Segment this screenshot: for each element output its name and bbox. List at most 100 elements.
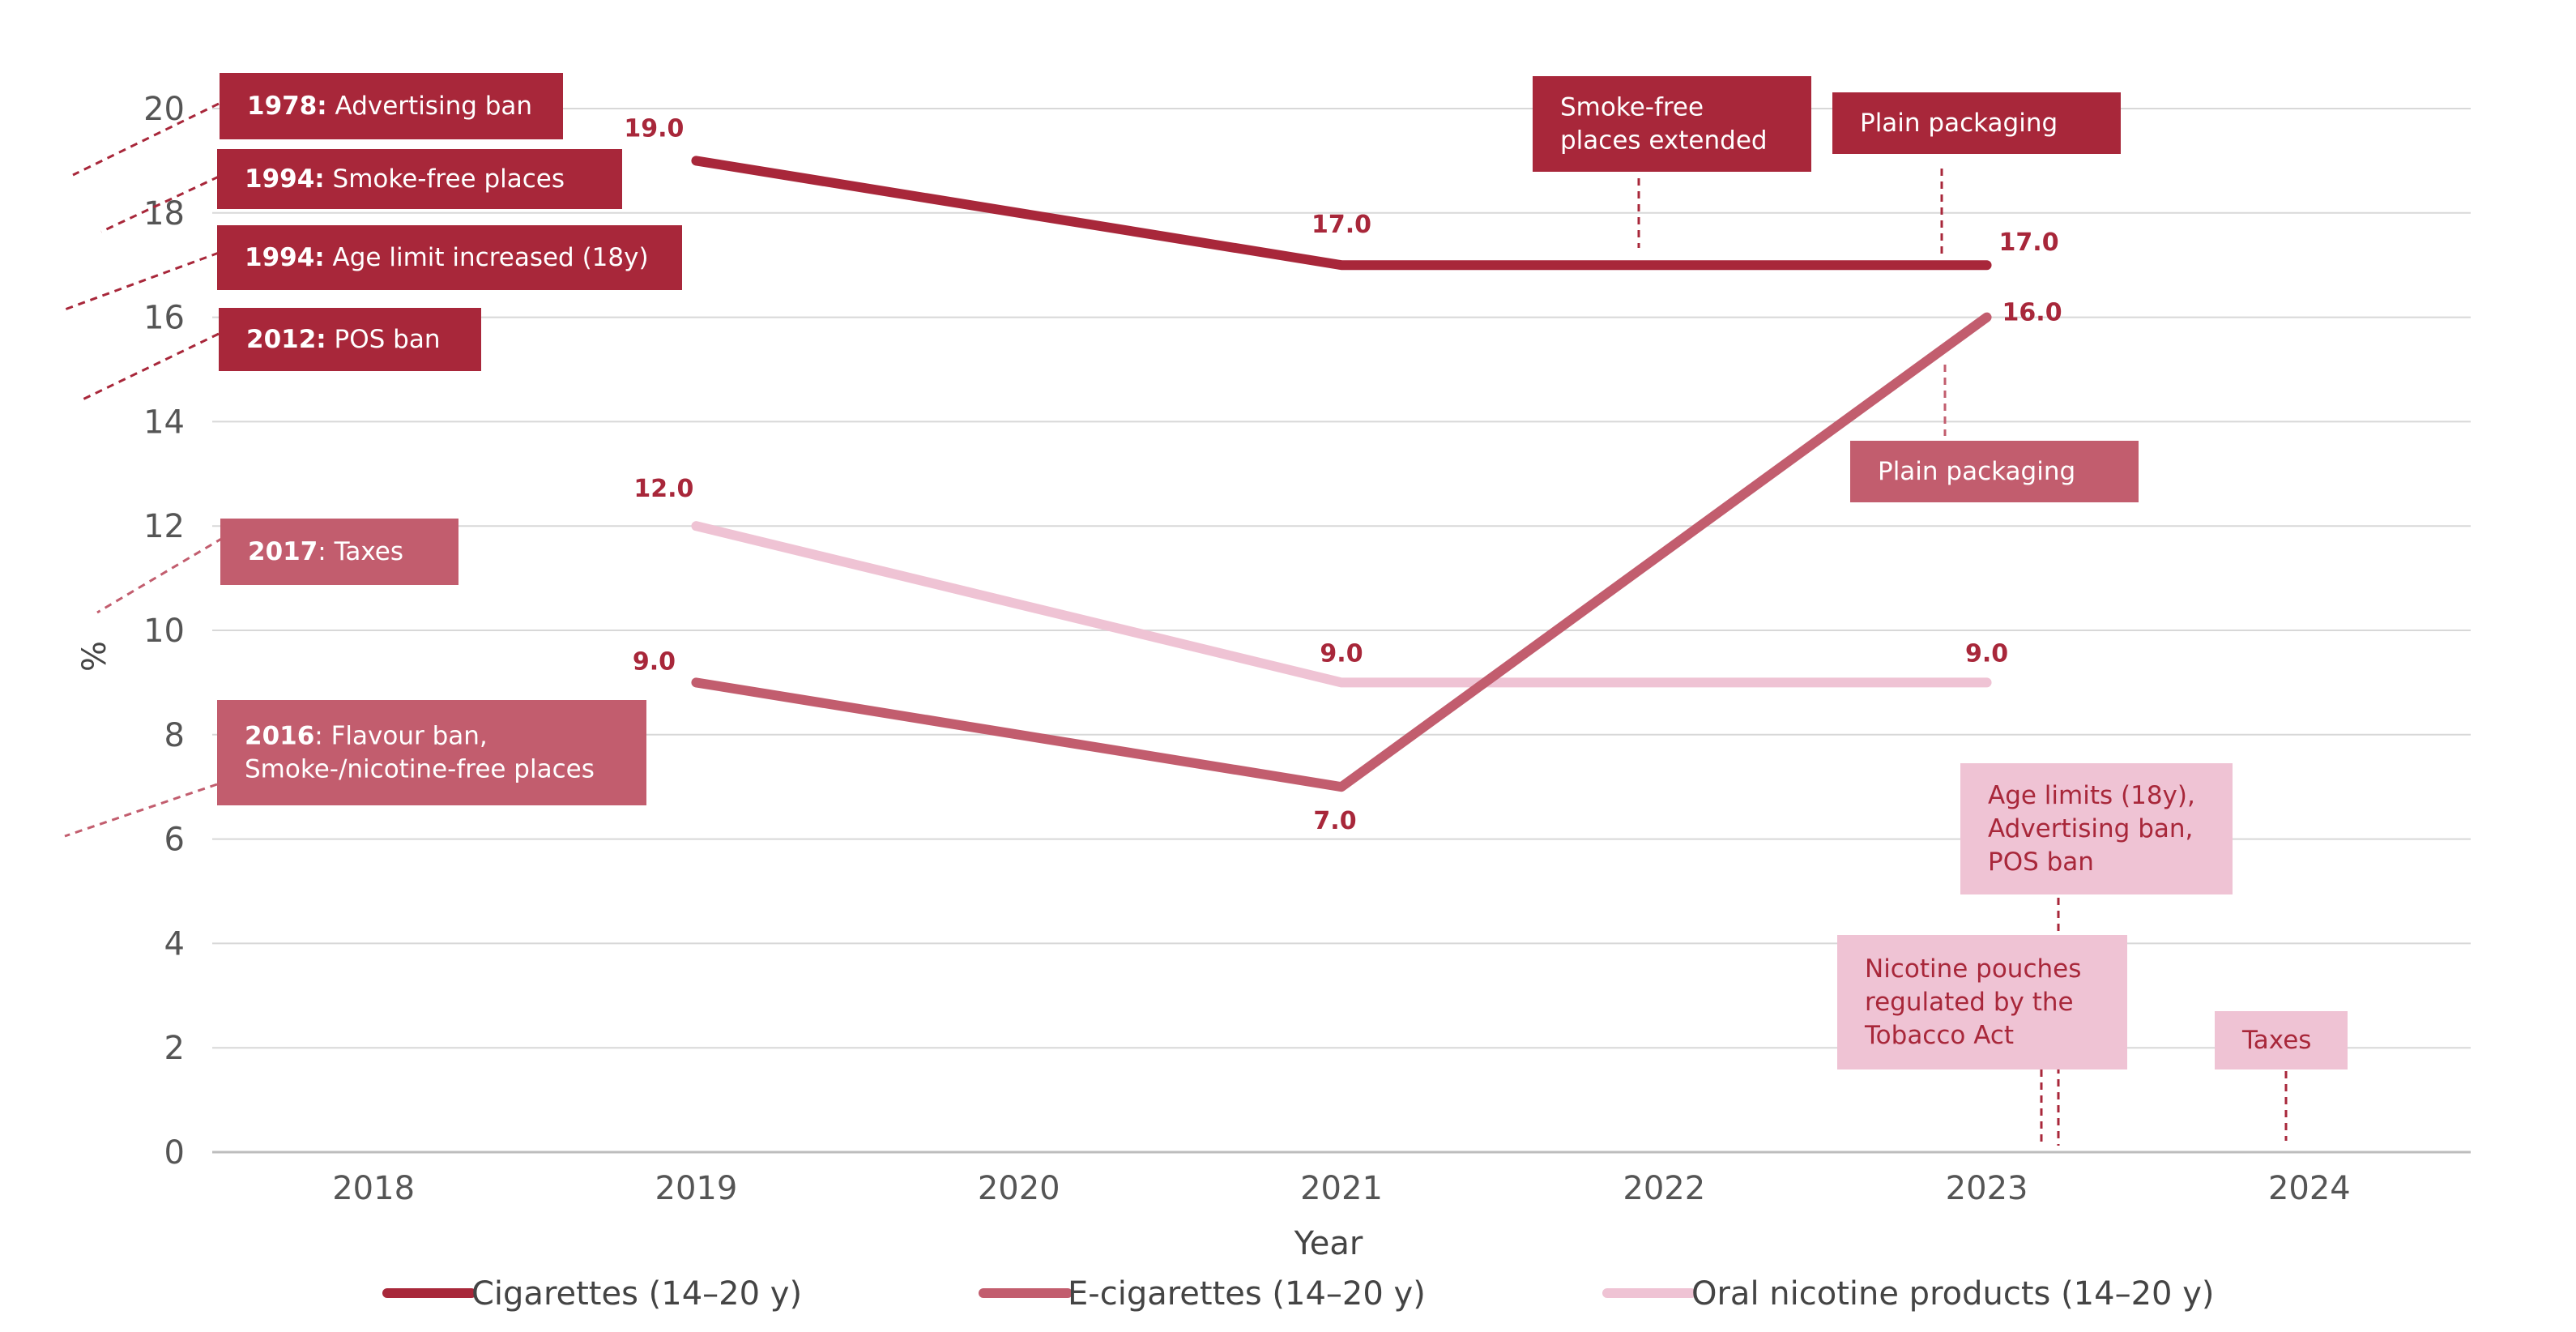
- annotation-text: 2017: Taxes: [248, 537, 403, 566]
- y-tick-label: 10: [143, 613, 185, 650]
- y-tick-label: 14: [143, 403, 185, 441]
- annotation-year: 2017: [248, 537, 318, 566]
- annotation-box: [1837, 935, 2127, 1069]
- annotation-text: Advertising ban,: [1988, 814, 2193, 843]
- annotation-text: Tobacco Act: [1864, 1021, 2014, 1050]
- annotation-leader: [100, 175, 220, 233]
- data-label: 16.0: [2002, 299, 2062, 327]
- annotation-year: 1994:: [245, 243, 325, 272]
- annotation-year: 2012:: [246, 325, 326, 354]
- annotation-plain-packaging-ecig: Plain packaging: [1850, 441, 2139, 502]
- x-tick-label: 2019: [655, 1170, 738, 1207]
- annotation-leader: [64, 783, 218, 838]
- annotation-smoke-free-extended: Smoke-free places extended: [1533, 76, 1811, 172]
- y-tick-label: 2: [164, 1030, 185, 1067]
- annotation-box: [2215, 1011, 2348, 1069]
- cigarettes-line: [691, 156, 1992, 271]
- annotation-measure: Smoke-free places: [325, 164, 565, 194]
- x-tick-label: 2024: [2268, 1170, 2351, 1207]
- annotation-2012-pos-ban: 2012: POS ban: [219, 308, 481, 371]
- y-ticks: 0 2 4 6 8 10 12 14 16 18 20: [143, 91, 185, 1172]
- annotation-box: [219, 308, 481, 371]
- annotation-text: 1978: Advertising ban: [247, 92, 532, 121]
- annotation-leader: [72, 102, 220, 177]
- annotation-plain-packaging-cig: Plain packaging: [1832, 92, 2121, 154]
- y-tick-label: 20: [143, 91, 185, 128]
- annotation-leader: [96, 536, 224, 614]
- annotation-1978-advertising-ban: 1978: Advertising ban: [220, 73, 563, 139]
- data-label: 9.0: [633, 647, 676, 676]
- annotation-text: POS ban: [1988, 847, 2094, 877]
- annotation-year: 1978:: [247, 92, 327, 121]
- legend-e-cigarettes: E-cigarettes (14–20 y): [979, 1275, 1426, 1313]
- annotation-text: Plain packaging: [1860, 109, 2058, 138]
- e-cigarettes-line: [691, 312, 1992, 792]
- annotation-year: 1994:: [245, 164, 325, 194]
- annotation-text: Taxes: [2241, 1026, 2311, 1055]
- annotation-2016-flavour-ban: 2016: Flavour ban, Smoke-/nicotine-free p…: [217, 700, 646, 805]
- x-tick-label: 2020: [978, 1170, 1060, 1207]
- annotation-text: 2016: Flavour ban,: [245, 721, 488, 750]
- y-tick-label: 0: [164, 1134, 185, 1172]
- annotation-year: 2016: [245, 721, 314, 750]
- legend-oral-nicotine: Oral nicotine products (14–20 y): [1602, 1275, 2214, 1313]
- annotation-box: [220, 73, 563, 139]
- x-tick-label: 2022: [1623, 1170, 1705, 1207]
- annotation-measure: Advertising ban: [327, 92, 532, 121]
- annotations: 1978: Advertising ban 1994: Smoke-free pl…: [217, 73, 2348, 1069]
- y-tick-label: 12: [143, 508, 185, 545]
- annotation-box: [217, 225, 682, 290]
- y-tick-label: 18: [143, 195, 185, 233]
- legend-label: E-cigarettes (14–20 y): [1068, 1275, 1426, 1313]
- annotation-text: 1994: Age limit increased (18y): [245, 243, 649, 272]
- data-label: 9.0: [1965, 639, 2008, 668]
- annotation-text: regulated by the: [1865, 988, 2074, 1017]
- annotation-box: [1533, 76, 1811, 172]
- x-ticks: 2018 2019 2020 2021 2022 2023 2024: [332, 1170, 2351, 1207]
- annotation-age-limits-oral: Age limits (18y), Advertising ban, POS ban: [1960, 763, 2233, 894]
- annotation-leader: [80, 332, 220, 402]
- annotation-text: Plain packaging: [1878, 457, 2075, 486]
- x-tick-label: 2023: [1946, 1170, 2028, 1207]
- annotation-2017-taxes: 2017: Taxes: [220, 519, 458, 585]
- data-label: 9.0: [1320, 639, 1363, 668]
- data-labels: 19.0 17.0 17.0 9.0 7.0 16.0 12.0 9.0 9.0: [624, 114, 2062, 835]
- data-label: 19.0: [624, 114, 684, 143]
- annotation-box: [1960, 763, 2233, 894]
- annotation-box: [220, 519, 458, 585]
- legend: Cigarettes (14–20 y) E-cigarettes (14–20 …: [382, 1275, 2214, 1313]
- data-label: 7.0: [1313, 807, 1356, 835]
- annotation-text: Smoke-/nicotine-free places: [245, 754, 595, 783]
- annotation-text: 2012: POS ban: [246, 325, 441, 354]
- x-tick-label: 2018: [332, 1170, 415, 1207]
- annotation-box: [1850, 441, 2139, 502]
- annotation-box: [217, 149, 622, 209]
- y-tick-label: 16: [143, 300, 185, 337]
- x-tick-label: 2021: [1300, 1170, 1383, 1207]
- series-lines: [691, 156, 1992, 792]
- legend-label: Oral nicotine products (14–20 y): [1691, 1275, 2214, 1313]
- data-label: 17.0: [1311, 211, 1371, 239]
- annotation-measure: : Taxes: [318, 537, 403, 566]
- annotation-taxes-oral: Taxes: [2215, 1011, 2348, 1069]
- annotation-text: Age limits (18y),: [1988, 781, 2195, 810]
- annotation-nicotine-pouches: Nicotine pouches regulated by the Tobacco …: [1837, 935, 2127, 1069]
- y-tick-label: 6: [164, 822, 185, 859]
- y-tick-label: 8: [164, 717, 185, 754]
- x-axis-title: Year: [1294, 1225, 1363, 1262]
- annotation-leader: [64, 251, 220, 311]
- annotation-measure: : Flavour ban,: [314, 721, 487, 750]
- annotation-text: 1994: Smoke-free places: [245, 164, 565, 194]
- grid: [212, 108, 2471, 1154]
- data-label: 12.0: [633, 475, 693, 503]
- annotation-1994-age-limit: 1994: Age limit increased (18y): [217, 225, 682, 290]
- legend-cigarettes: Cigarettes (14–20 y): [382, 1275, 802, 1313]
- oral-nicotine-line: [691, 521, 1992, 688]
- annotation-box: [217, 700, 646, 805]
- annotation-1994-smoke-free: 1994: Smoke-free places: [217, 149, 622, 209]
- y-tick-label: 4: [164, 925, 185, 963]
- annotation-text: Smoke-free: [1560, 92, 1704, 122]
- annotation-text: Nicotine pouches: [1865, 954, 2081, 984]
- data-label: 17.0: [1999, 228, 2059, 257]
